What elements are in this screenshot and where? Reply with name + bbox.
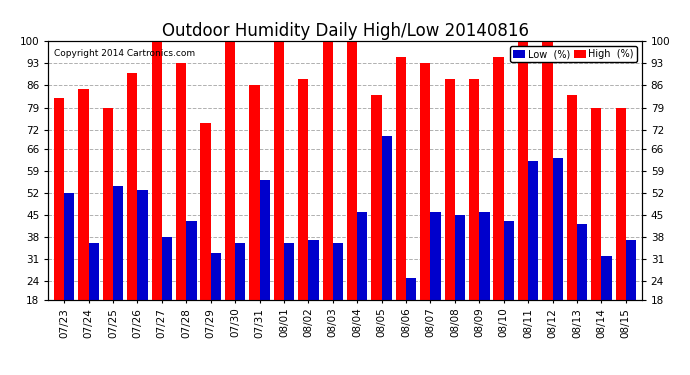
Bar (259, 180, 270, 357)
Bar (88, 243, 99, 357)
Bar (64, 193, 75, 357)
Bar (333, 243, 343, 357)
Bar (200, 123, 210, 357)
Bar (79, 88, 88, 357)
Bar (371, 95, 382, 357)
Bar (431, 211, 441, 357)
Bar (493, 57, 504, 357)
Bar (137, 189, 148, 357)
Bar (406, 278, 416, 357)
Bar (176, 63, 186, 357)
Bar (553, 158, 563, 357)
Bar (103, 108, 113, 357)
Bar (54, 98, 64, 357)
Bar (480, 211, 490, 357)
Bar (566, 95, 577, 357)
Bar (210, 253, 221, 357)
Bar (152, 41, 162, 357)
Bar (298, 79, 308, 357)
Bar (615, 108, 626, 357)
Bar (113, 186, 124, 357)
Bar (542, 41, 553, 357)
Bar (274, 41, 284, 357)
Bar (357, 211, 368, 357)
Bar (626, 240, 636, 357)
Bar (186, 221, 197, 357)
Bar (528, 161, 538, 357)
Bar (162, 237, 172, 357)
Bar (225, 41, 235, 357)
Bar (420, 63, 431, 357)
Bar (591, 108, 602, 357)
Bar (127, 73, 137, 357)
Bar (469, 79, 480, 357)
Text: Copyright 2014 Cartronics.com: Copyright 2014 Cartronics.com (55, 49, 195, 58)
Bar (396, 57, 406, 357)
Bar (518, 41, 528, 357)
Bar (308, 240, 319, 357)
Bar (504, 221, 514, 357)
Bar (444, 79, 455, 357)
Bar (249, 86, 259, 357)
Legend: Low  (%), High  (%): Low (%), High (%) (510, 46, 637, 62)
Bar (235, 243, 246, 357)
Bar (382, 136, 392, 357)
Bar (322, 41, 333, 357)
Bar (602, 256, 611, 357)
Bar (347, 41, 357, 357)
Bar (577, 224, 587, 357)
Title: Outdoor Humidity Daily High/Low 20140816: Outdoor Humidity Daily High/Low 20140816 (161, 22, 529, 40)
Bar (455, 215, 465, 357)
Bar (284, 243, 294, 357)
